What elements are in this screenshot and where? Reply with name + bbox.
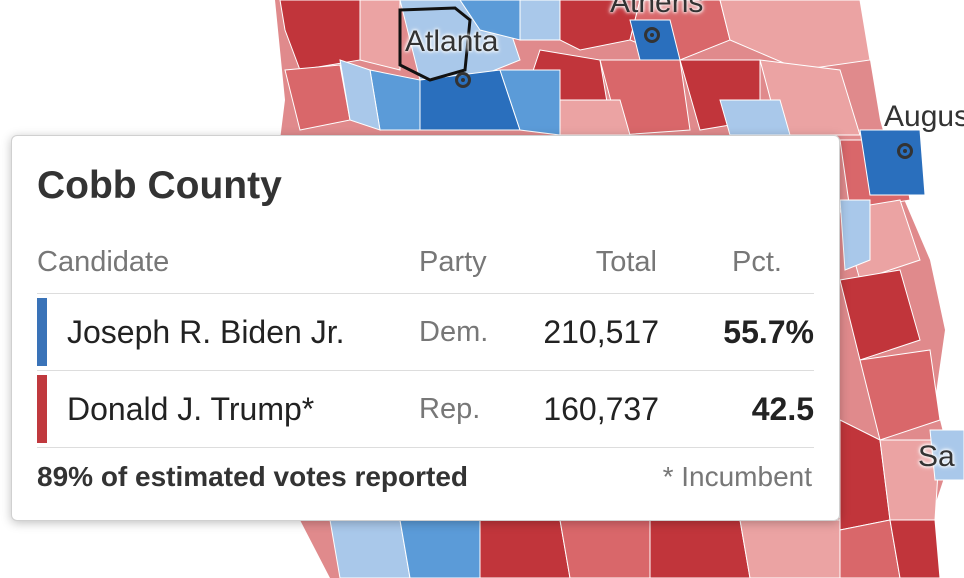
candidate-pct: 55.7% [723, 314, 814, 350]
incumbent-note: * Incumbent [662, 461, 812, 492]
party-color-bar [37, 375, 47, 443]
city-label-augusta: Augus [884, 100, 964, 133]
header-pct: Pct. [732, 246, 782, 278]
candidate-pct: 42.5 [751, 391, 814, 427]
city-label-athens: Athens [610, 0, 704, 19]
header-total: Total [595, 246, 657, 278]
candidate-total: 160,737 [543, 391, 659, 427]
county-results-tooltip: Cobb County Candidate Party Total Pct. J… [11, 135, 840, 521]
table-row-biden: Joseph R. Biden Jr. Dem. 210,517 55.7% [37, 294, 814, 370]
city-marker-augusta [897, 143, 913, 159]
city-label-atlanta: Atlanta [405, 25, 499, 58]
header-party: Party [419, 246, 487, 278]
rep-counties [279, 0, 941, 578]
city-marker-athens [644, 27, 660, 43]
candidate-party: Rep. [419, 393, 481, 425]
dem-counties [329, 0, 964, 578]
votes-reported-status: 89% of estimated votes reported [37, 461, 469, 492]
candidate-total: 210,517 [543, 314, 659, 350]
candidate-party: Dem. [419, 316, 489, 348]
candidate-name: Donald J. Trump* [67, 391, 315, 427]
header-candidate: Candidate [37, 246, 170, 278]
candidate-name: Joseph R. Biden Jr. [67, 314, 345, 350]
city-label-savannah: Sa [918, 440, 955, 473]
party-color-bar [37, 298, 47, 366]
city-marker-atlanta [455, 72, 471, 88]
highlighted-county-outline [398, 6, 472, 82]
divider [37, 293, 814, 294]
divider [37, 447, 814, 448]
county-title: Cobb County [37, 164, 282, 207]
divider [37, 370, 814, 371]
table-row-trump: Donald J. Trump* Rep. 160,737 42.5 [37, 371, 814, 447]
